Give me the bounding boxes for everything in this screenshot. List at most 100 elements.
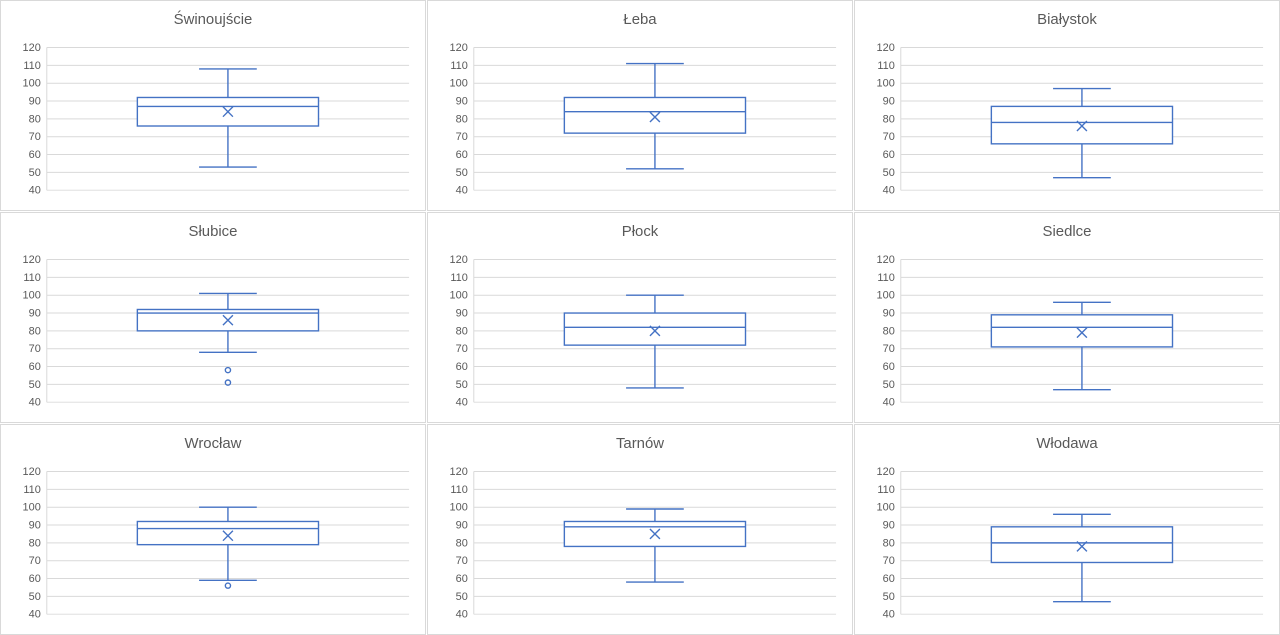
y-axis-tick-label: 100: [877, 502, 895, 514]
y-axis-tick-label: 90: [29, 308, 41, 320]
y-axis-tick-label: 40: [883, 397, 895, 409]
y-axis-tick-label: 90: [29, 520, 41, 532]
chart-panel: Świnoujście 120 110 100 90 80 70 60 50 40: [0, 0, 426, 211]
chart-panel: Słubice 120 110 100 90 80 70 60 50 40: [0, 212, 426, 423]
y-axis-tick-label: 70: [883, 555, 895, 567]
y-axis-tick-label: 100: [23, 290, 41, 302]
y-axis-tick-label: 80: [456, 113, 468, 125]
y-axis-tick-label: 90: [29, 96, 41, 108]
y-axis-tick-label: 50: [29, 591, 41, 603]
y-axis-tick-label: 50: [456, 379, 468, 391]
mean-x-marker: [222, 314, 234, 326]
chart-panel: Siedlce 120 110 100 90 80 70 60 50 40: [854, 212, 1280, 423]
boxplot-svg: Świnoujście 120 110 100 90 80 70 60 50 40: [23, 10, 410, 197]
y-axis-tick-label: 70: [29, 343, 41, 355]
y-axis-tick-label: 80: [883, 113, 895, 125]
y-axis-tick-label: 60: [29, 573, 41, 585]
y-axis-tick-label: 80: [883, 537, 895, 549]
y-axis-tick-label: 70: [883, 131, 895, 143]
y-axis-tick-label: 120: [23, 42, 41, 54]
chart-title: Płock: [622, 224, 659, 240]
y-axis-tick-label: 50: [883, 379, 895, 391]
y-axis-tick-label: 80: [29, 325, 41, 337]
outlier-point: [224, 366, 232, 374]
y-axis-tick-label: 40: [29, 397, 41, 409]
y-axis-tick-label: 90: [883, 520, 895, 532]
y-axis-tick-label: 90: [456, 308, 468, 320]
y-axis-tick-label: 70: [29, 555, 41, 567]
y-axis-tick-label: 60: [883, 149, 895, 161]
boxplot-svg: Białystok 120 110 100 90 80 70 60 50 40: [877, 12, 1264, 197]
mean-x-marker: [222, 106, 234, 118]
chart-panel: Białystok 120 110 100 90 80 70 60 50 40: [854, 0, 1280, 211]
y-axis-tick-label: 60: [29, 149, 41, 161]
chart-title: Świnoujście: [174, 10, 253, 28]
y-axis-tick-label: 50: [456, 591, 468, 603]
y-axis-tick-label: 100: [877, 290, 895, 302]
y-axis-tick-label: 90: [456, 96, 468, 108]
outlier-point: [224, 582, 232, 589]
y-axis-tick-label: 100: [450, 78, 468, 90]
y-axis-tick-label: 110: [450, 272, 467, 284]
boxplot-svg: Płock 120 110 100 90 80 70 60 50 40: [450, 224, 837, 409]
mean-x-marker: [649, 528, 661, 540]
y-axis-tick-label: 80: [29, 537, 41, 549]
y-axis-tick-label: 70: [456, 555, 468, 567]
y-axis-tick-label: 40: [456, 185, 468, 197]
y-axis-tick-label: 100: [877, 78, 895, 90]
chart-title: Tarnów: [616, 436, 664, 452]
y-axis-tick-label: 50: [29, 167, 41, 179]
y-axis-tick-label: 50: [29, 379, 41, 391]
y-axis-tick-label: 50: [456, 167, 468, 179]
chart-title: Łeba: [623, 12, 657, 28]
y-axis-tick-label: 110: [877, 272, 894, 284]
chart-panel: Włodawa 120 110 100 90 80 70 60 50 40: [854, 424, 1280, 635]
y-axis-tick-label: 110: [450, 60, 467, 72]
chart-panel: Tarnów 120 110 100 90 80 70 60 50 40: [427, 424, 853, 635]
y-axis-tick-label: 120: [877, 42, 895, 54]
outlier-point: [224, 379, 232, 386]
y-axis-tick-label: 120: [877, 466, 895, 478]
y-axis-tick-label: 40: [456, 609, 468, 621]
y-axis-tick-label: 70: [456, 343, 468, 355]
chart-title: Białystok: [1037, 12, 1097, 28]
iqr-box: [563, 520, 747, 548]
y-axis-tick-label: 110: [450, 484, 467, 496]
y-axis-tick-label: 120: [450, 42, 468, 54]
y-axis-tick-label: 110: [877, 60, 894, 72]
y-axis-tick-label: 70: [883, 343, 895, 355]
mean-x-marker: [222, 530, 234, 542]
iqr-box: [990, 314, 1174, 348]
y-axis-tick-label: 120: [877, 254, 895, 266]
y-axis-tick-label: 80: [883, 325, 895, 337]
y-axis-tick-label: 80: [29, 113, 41, 125]
y-axis-tick-label: 110: [877, 484, 894, 496]
boxplot-svg: Słubice 120 110 100 90 80 70 60 50 40: [23, 224, 410, 409]
y-axis-tick-label: 90: [883, 308, 895, 320]
y-axis-tick-label: 120: [450, 254, 468, 266]
y-axis-tick-label: 70: [456, 131, 468, 143]
mean-x-marker: [1076, 540, 1088, 552]
chart-panel: Łeba 120 110 100 90 80 70 60 50 40: [427, 0, 853, 211]
y-axis-tick-label: 60: [883, 573, 895, 585]
y-axis-tick-label: 90: [883, 96, 895, 108]
mean-x-marker: [1076, 327, 1088, 339]
iqr-box: [563, 312, 747, 346]
boxplot-svg: Łeba 120 110 100 90 80 70 60 50 40: [450, 12, 837, 197]
y-axis-tick-label: 40: [883, 609, 895, 621]
chart-panel: Płock 120 110 100 90 80 70 60 50 40: [427, 212, 853, 423]
iqr-box: [563, 96, 747, 134]
y-axis-tick-label: 80: [456, 325, 468, 337]
y-axis-tick-label: 60: [456, 149, 468, 161]
y-axis-tick-label: 40: [29, 609, 41, 621]
y-axis-tick-label: 120: [450, 466, 468, 478]
boxplot-svg: Wrocław 120 110 100 90 80 70 60 50 40: [23, 436, 410, 621]
y-axis-tick-label: 40: [456, 397, 468, 409]
chart-title: Słubice: [189, 224, 238, 240]
y-axis-tick-label: 60: [883, 361, 895, 373]
y-axis-tick-label: 60: [456, 573, 468, 585]
y-axis-tick-label: 100: [23, 502, 41, 514]
boxplot-svg: Siedlce 120 110 100 90 80 70 60 50 40: [877, 224, 1264, 409]
y-axis-tick-label: 60: [29, 361, 41, 373]
